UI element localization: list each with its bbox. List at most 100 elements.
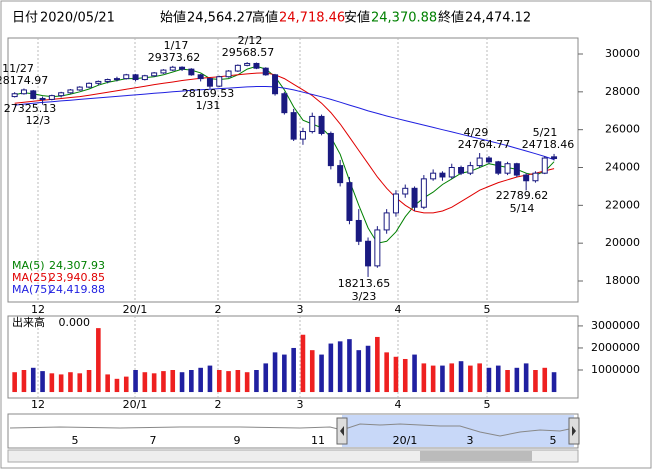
volume-bar (189, 370, 194, 393)
volume-bar (114, 378, 120, 393)
y-tick-label: 3000000 (591, 319, 640, 332)
annotation-date: 2/12 (238, 34, 263, 47)
candle-body (253, 62, 260, 69)
scrollbar-thumb[interactable] (420, 451, 532, 461)
candle-body (430, 172, 437, 180)
candle-body (11, 93, 18, 98)
moving-average (14, 72, 555, 214)
candle-body (541, 157, 548, 174)
candle-body (523, 174, 530, 182)
quote-value: 24,370.88 (371, 11, 437, 26)
month-label: 20/1 (123, 398, 148, 411)
volume-bar (86, 370, 92, 393)
candle-body (495, 161, 502, 174)
annotation-value: 28169.53 (182, 87, 235, 100)
volume-bar (328, 343, 334, 393)
volume-bar (468, 365, 473, 393)
annotation-date: 11/27 (2, 62, 34, 75)
quote-label: 安値 (344, 10, 370, 26)
annotation-date: 12/3 (26, 114, 51, 127)
candle-body (272, 74, 279, 95)
annotation-date: 5/21 (533, 126, 558, 139)
candle-body (225, 70, 232, 78)
candle-body (402, 187, 409, 195)
navigator-range[interactable] (342, 415, 574, 447)
volume-bar (551, 372, 557, 393)
volume-bar (30, 367, 36, 393)
candle-body (411, 187, 418, 208)
candle-body (244, 62, 251, 66)
candle-body (458, 167, 465, 174)
candle-body (132, 74, 139, 81)
candle-body (86, 82, 93, 88)
volume-bar (300, 334, 306, 393)
month-label: 5 (484, 303, 491, 316)
volume-bar (486, 367, 492, 393)
annotation-value: 27325.13 (4, 102, 57, 115)
candle-body (113, 78, 120, 81)
quote-label: 終値 (438, 10, 464, 26)
candle-body (476, 157, 483, 167)
candle-body (20, 89, 27, 95)
candle-body (318, 115, 325, 134)
candle-body (216, 76, 223, 87)
legend-value: 23,940.85 (49, 271, 105, 284)
candle-body (504, 163, 511, 174)
candle-body (392, 193, 399, 214)
quote-value: 24,718.46 (279, 11, 345, 26)
navigator-label: 20/1 (393, 434, 418, 447)
volume-bar (77, 373, 83, 393)
annotation-value: 24718.46 (522, 138, 575, 151)
volume-bar (347, 339, 352, 393)
candle-body (95, 80, 102, 84)
volume-bar (495, 365, 501, 393)
volume-bar (523, 363, 529, 393)
price-panel (7, 37, 579, 303)
volume-bar (282, 354, 287, 393)
volume-bar (226, 371, 231, 393)
candle-body (262, 67, 269, 76)
handle-arrow (572, 426, 576, 436)
y-tick-label: 2000000 (591, 341, 640, 354)
y-tick-label: 1000000 (591, 363, 640, 376)
volume-bar (254, 370, 259, 393)
volume-bar (68, 372, 73, 393)
candle-body (39, 97, 46, 100)
navigator-label: 5 (550, 434, 557, 447)
date-label: 日付 (12, 11, 38, 26)
candle-body (281, 93, 288, 114)
annotation-date: 4/29 (464, 126, 489, 139)
annotation-date: 3/23 (352, 290, 377, 303)
volume-bar (365, 345, 371, 393)
volume-bar (393, 356, 399, 393)
candle-body (151, 72, 158, 77)
quote-value: 24,474.12 (465, 11, 531, 26)
candle-body (48, 95, 55, 100)
month-label: 2 (215, 303, 222, 316)
candle-body (123, 74, 130, 80)
volume-bar (430, 365, 436, 393)
candle-body (179, 66, 186, 70)
annotation-date: 1/31 (196, 99, 221, 112)
volume-bar (161, 371, 166, 393)
y-tick-label: 28000 (605, 85, 640, 98)
candle-body (383, 212, 390, 231)
candle-body (337, 165, 344, 184)
volume-value: 0.000 (59, 316, 91, 329)
candle-body (58, 92, 65, 97)
month-label: 20/1 (123, 303, 148, 316)
volume-bar (319, 354, 324, 393)
candle-body (374, 229, 381, 267)
candle-body (551, 156, 558, 160)
candle-body (448, 167, 455, 178)
candle-body (169, 66, 176, 71)
candle-body (467, 165, 474, 174)
volume-bar (533, 370, 538, 393)
quote-value: 24,564.27 (187, 11, 253, 26)
candle-body (67, 89, 74, 94)
volume-bar (96, 328, 101, 393)
y-tick-label: 22000 (605, 198, 640, 211)
volume-bar (170, 370, 176, 393)
candle-body (290, 112, 297, 140)
